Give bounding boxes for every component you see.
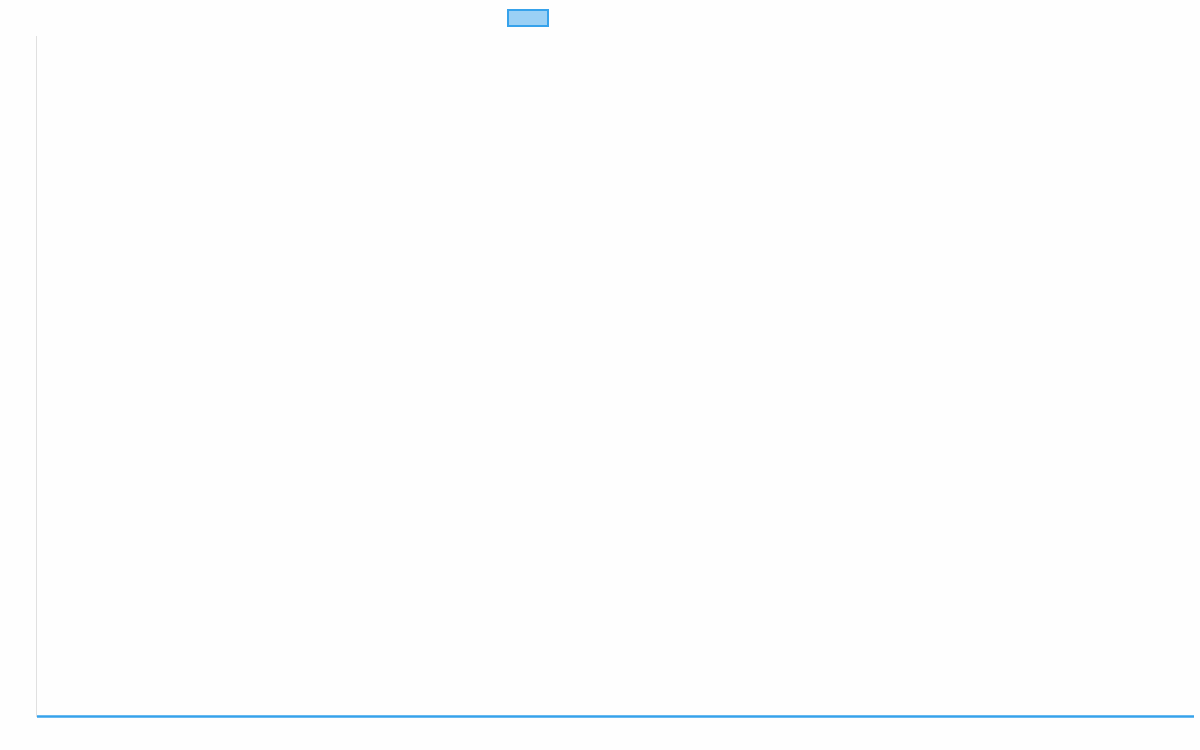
legend-swatch[interactable]: [507, 9, 549, 27]
